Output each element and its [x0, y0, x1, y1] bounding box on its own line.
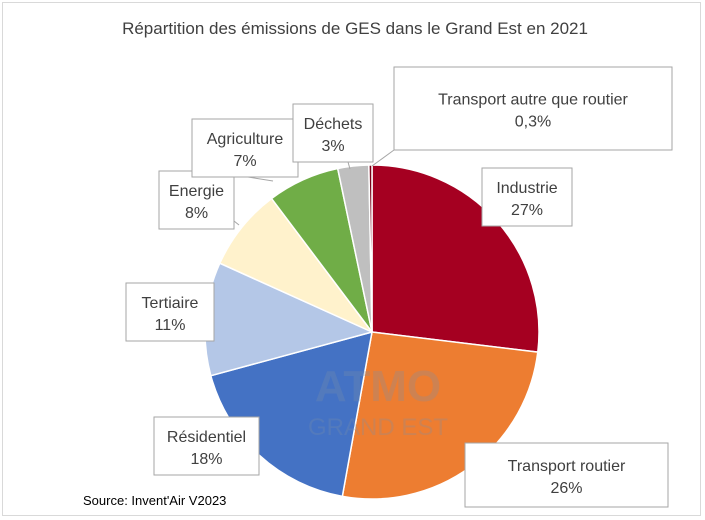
slice-value-label: 11%: [155, 317, 186, 334]
slice-name-label: Industrie: [496, 180, 557, 197]
callout-box: [191, 118, 299, 178]
slice-name-label: Energie: [169, 183, 224, 200]
source-note: Source: Invent'Air V2023: [83, 493, 226, 508]
slice-value-label: 0,3%: [515, 114, 551, 131]
callout-dechets: Déchets 3%: [292, 103, 374, 163]
callout-residentiel: Résidentiel 18%: [153, 416, 260, 476]
slice-name-label: Transport autre que routier: [438, 92, 628, 109]
slice-name-label: Résidentiel: [167, 429, 246, 446]
callout-box: [158, 170, 235, 230]
leader-line-agriculture: [247, 176, 274, 182]
watermark: ATMO GRAND EST: [308, 362, 448, 441]
callout-box: [153, 416, 260, 476]
slice-value-label: 7%: [233, 153, 256, 170]
slice-labels: Industrie 27% Transport routier 26% Résident…: [125, 66, 673, 508]
slice-name-label: Transport routier: [508, 458, 626, 475]
callout-industrie: Industrie 27%: [481, 167, 573, 227]
leader-line-energie: [233, 220, 240, 226]
slice-value-label: 8%: [185, 205, 208, 222]
slice-value-label: 26%: [550, 480, 582, 497]
slice-name-label: Tertiaire: [142, 295, 199, 312]
callout-box: [464, 442, 669, 508]
callout-box: [125, 282, 215, 342]
pie-chart: Répartition des émissions de GES dans le…: [83, 19, 673, 508]
callout-box: [393, 66, 673, 151]
watermark-line1: ATMO: [315, 362, 441, 411]
callout-box: [292, 103, 374, 163]
chart-title: Répartition des émissions de GES dans le…: [122, 19, 588, 38]
callout-transport-autre-que-routier: Transport autre que routier 0,3%: [393, 66, 673, 151]
slice-value-label: 18%: [190, 451, 222, 468]
callout-transport-routier: Transport routier 26%: [464, 442, 669, 508]
callout-agriculture: Agriculture 7%: [191, 118, 299, 178]
leader-line-dechets: [347, 161, 351, 170]
leader-line-transport-autre-que-routier: [371, 149, 395, 167]
slice-name-label: Agriculture: [207, 131, 284, 148]
watermark-line2: GRAND EST: [308, 414, 448, 441]
pie-slices: [204, 164, 540, 500]
slice-value-label: 3%: [321, 138, 344, 155]
pie-slice-transport-autre-que-routier: [368, 164, 373, 333]
callout-energie: Energie 8%: [158, 170, 235, 230]
slice-value-label: 27%: [511, 202, 543, 219]
callout-tertiaire: Tertiaire 11%: [125, 282, 215, 342]
callout-box: [481, 167, 573, 227]
slice-name-label: Déchets: [304, 116, 363, 133]
